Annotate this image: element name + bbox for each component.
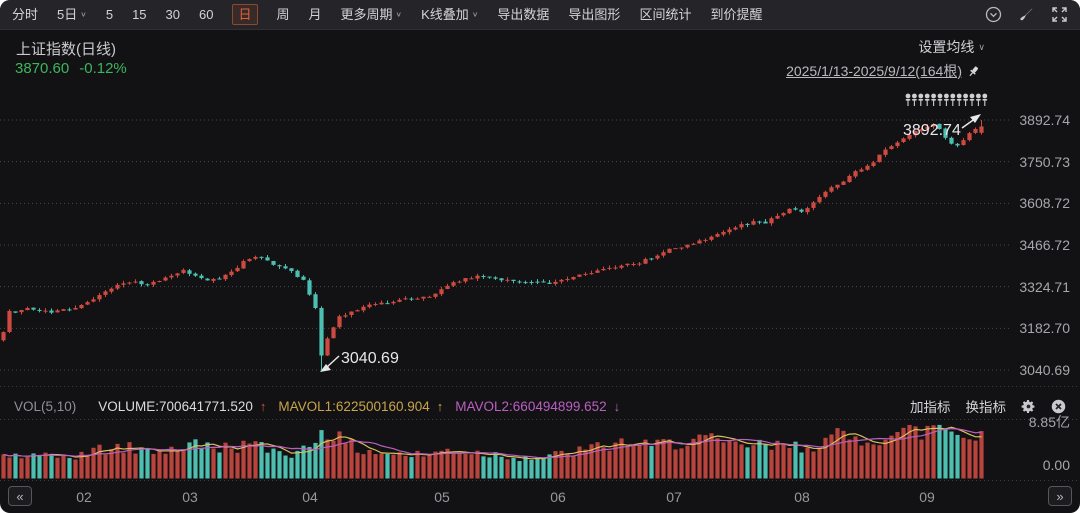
price-tick-label: 3182.70 — [1019, 320, 1070, 337]
scroll-left-button[interactable]: « — [8, 486, 32, 506]
toolbar-item-区间统计[interactable]: 区间统计 — [639, 7, 692, 22]
price-tick-label: 3040.69 — [1019, 362, 1070, 378]
volume-indicator-header: VOL(5,10) VOLUME:700641771.520 ↑ MAVOL1:… — [14, 396, 1066, 416]
indicator-actions: 加指标 换指标 — [910, 396, 1066, 416]
gear-icon[interactable] — [1021, 399, 1036, 414]
candles-layer — [1, 120, 984, 370]
chevron-down-icon: ∨ — [978, 41, 985, 52]
date-range: 2025/1/13-2025/9/12(164根) — [786, 61, 980, 81]
toolbar-item-导出图形[interactable]: 导出图形 — [568, 7, 621, 22]
scroll-right-button[interactable]: » — [1048, 486, 1072, 506]
add-indicator-button[interactable]: 加指标 — [910, 400, 951, 415]
toolbar-item-分时[interactable]: 分时 — [12, 7, 39, 22]
fullscreen-icon[interactable] — [1051, 6, 1068, 23]
gridlines-layer — [0, 119, 1010, 371]
month-label-02: 02 — [76, 489, 92, 505]
mavol1-value: MAVOL1:622500160.904 — [278, 398, 430, 414]
toolbar-item-日[interactable]: 日 — [232, 4, 258, 25]
month-label-05: 05 — [434, 489, 450, 505]
volume-axis-min: 0.00 — [1042, 457, 1070, 473]
pin-markers-row — [905, 93, 988, 106]
month-label-07: 07 — [666, 489, 682, 505]
page-title: 上证指数(日线) — [16, 41, 116, 58]
month-label-06: 06 — [550, 489, 566, 505]
ma-settings-button[interactable]: 设置均线 ∨ — [918, 39, 985, 55]
last-price: 3870.60 — [15, 60, 70, 77]
month-label-04: 04 — [302, 489, 318, 505]
annotation-arrows-layer — [320, 114, 981, 372]
period-toolbar: 分时 5日 ∨ 5 15 30 60 日 周 月 更多周期 ∨ K线叠加 ∨ 导出数据 导出图形 区间统计 到价提… — [0, 0, 1080, 30]
toolbar-item-导出数据[interactable]: 导出数据 — [497, 7, 550, 22]
toolbar-item-周[interactable]: 周 — [276, 7, 290, 22]
date-range-link[interactable]: 2025/1/13-2025/9/12(164根) — [786, 63, 962, 79]
mavol2-down-arrow-icon: ↓ — [613, 398, 621, 414]
volume-up-arrow-icon: ↑ — [259, 398, 267, 414]
toolbar-item-5[interactable]: 5 — [105, 7, 114, 22]
change-percent: -0.12% — [79, 60, 127, 77]
quote-row: 3870.60 -0.12% — [15, 60, 127, 77]
volume-bars-layer — [1, 424, 984, 479]
switch-indicator-button[interactable]: 换指标 — [965, 400, 1007, 415]
collapse-circle-icon[interactable] — [985, 6, 1002, 23]
toolbar-item-30[interactable]: 30 — [165, 7, 181, 22]
mavol1-up-arrow-icon: ↑ — [436, 398, 444, 414]
toolbar-item-更多周期[interactable]: 更多周期 ∨ — [340, 7, 403, 22]
month-label-09: 09 — [919, 489, 935, 505]
price-tick-label: 3608.72 — [1019, 195, 1070, 212]
separators-layer — [0, 386, 1080, 481]
toolbar-item-5日[interactable]: 5日 ∨ — [57, 7, 87, 22]
price-tick-label: 3892.74 — [1019, 112, 1070, 128]
chevron-down-icon: ∨ — [395, 10, 403, 19]
close-icon[interactable] — [1051, 399, 1066, 414]
toolbar-item-15[interactable]: 15 — [132, 7, 147, 22]
high-annotation: 3892.74 — [903, 122, 961, 139]
price-tick-label: 3750.73 — [1019, 153, 1070, 170]
vol-params[interactable]: VOL(5,10) — [14, 398, 77, 414]
mavol-lines-layer — [3, 426, 982, 460]
toolbar-item-月[interactable]: 月 — [308, 7, 322, 22]
chevron-down-icon: ∨ — [80, 10, 87, 19]
price-tick-label: 3466.72 — [1019, 236, 1070, 253]
pushpin-icon[interactable] — [967, 65, 980, 78]
toolbar-item-K线叠加[interactable]: K线叠加 ∨ — [421, 7, 479, 22]
price-tick-label: 3324.71 — [1019, 278, 1070, 295]
low-annotation: 3040.69 — [341, 350, 399, 367]
month-label-08: 08 — [794, 489, 810, 505]
toolbar-items: 分时 5日 ∨ 5 15 30 60 日 周 月 更多周期 ∨ K线叠加 ∨ 导出数据 导出图形 区间统计 到价提… — [12, 4, 781, 25]
volume-axis-max: 8.85亿 — [1028, 414, 1070, 430]
brush-icon[interactable] — [1018, 6, 1035, 23]
chevron-down-icon: ∨ — [471, 10, 479, 19]
toolbar-icons — [985, 6, 1068, 23]
volume-value: VOLUME:700641771.520 — [98, 398, 253, 414]
toolbar-item-到价提醒[interactable]: 到价提醒 — [710, 7, 763, 22]
toolbar-item-60[interactable]: 60 — [199, 7, 214, 22]
mavol2-value: MAVOL2:660494899.652 — [455, 398, 607, 414]
month-label-03: 03 — [182, 489, 198, 505]
